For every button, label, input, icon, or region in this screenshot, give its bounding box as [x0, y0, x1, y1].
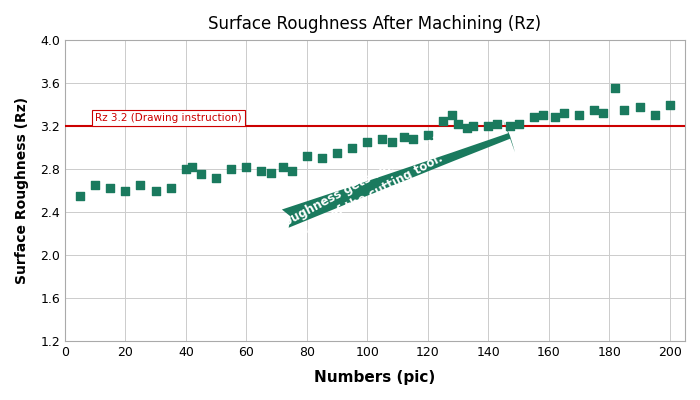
Point: [438, 118, 449, 124]
Point: [265, 170, 276, 176]
Point: [104, 185, 116, 192]
Text: Rz 3.2 (Drawing instruction): Rz 3.2 (Drawing instruction): [95, 113, 242, 123]
Point: [225, 166, 237, 172]
Point: [301, 153, 312, 159]
Point: [468, 123, 479, 129]
Point: [332, 150, 343, 156]
Point: [211, 174, 222, 181]
Point: [550, 114, 561, 121]
Y-axis label: Surface Roughness (Rz): Surface Roughness (Rz): [15, 97, 29, 284]
Text: Roughness gets worse by the
wear of the cutting tool.: Roughness gets worse by the wear of the …: [274, 130, 461, 247]
Point: [346, 144, 358, 151]
Point: [135, 182, 146, 188]
Point: [589, 107, 600, 113]
Point: [181, 166, 192, 172]
Point: [407, 136, 419, 142]
Point: [664, 101, 676, 108]
Point: [74, 193, 85, 199]
Point: [528, 114, 539, 121]
Point: [316, 155, 328, 162]
Point: [256, 168, 267, 174]
Point: [537, 112, 548, 118]
Point: [559, 110, 570, 116]
Point: [398, 134, 409, 140]
Point: [573, 112, 584, 118]
Point: [452, 121, 463, 127]
Point: [120, 187, 131, 194]
Point: [447, 112, 458, 118]
Point: [513, 121, 524, 127]
Point: [610, 85, 621, 92]
Point: [286, 168, 297, 174]
Point: [377, 136, 388, 142]
Point: [483, 123, 494, 129]
Point: [504, 123, 515, 129]
Point: [186, 164, 197, 170]
Point: [422, 132, 433, 138]
Point: [634, 104, 645, 110]
Point: [277, 164, 288, 170]
Point: [492, 121, 503, 127]
Point: [598, 110, 609, 116]
Point: [165, 185, 176, 192]
X-axis label: Numbers (pic): Numbers (pic): [314, 370, 435, 385]
Point: [649, 112, 660, 118]
Title: Surface Roughness After Machining (Rz): Surface Roughness After Machining (Rz): [209, 15, 542, 33]
Point: [386, 139, 397, 146]
Point: [619, 107, 630, 113]
Point: [241, 164, 252, 170]
Point: [461, 125, 472, 132]
Point: [150, 187, 161, 194]
Point: [362, 139, 373, 146]
Point: [195, 171, 206, 178]
Point: [90, 182, 101, 188]
